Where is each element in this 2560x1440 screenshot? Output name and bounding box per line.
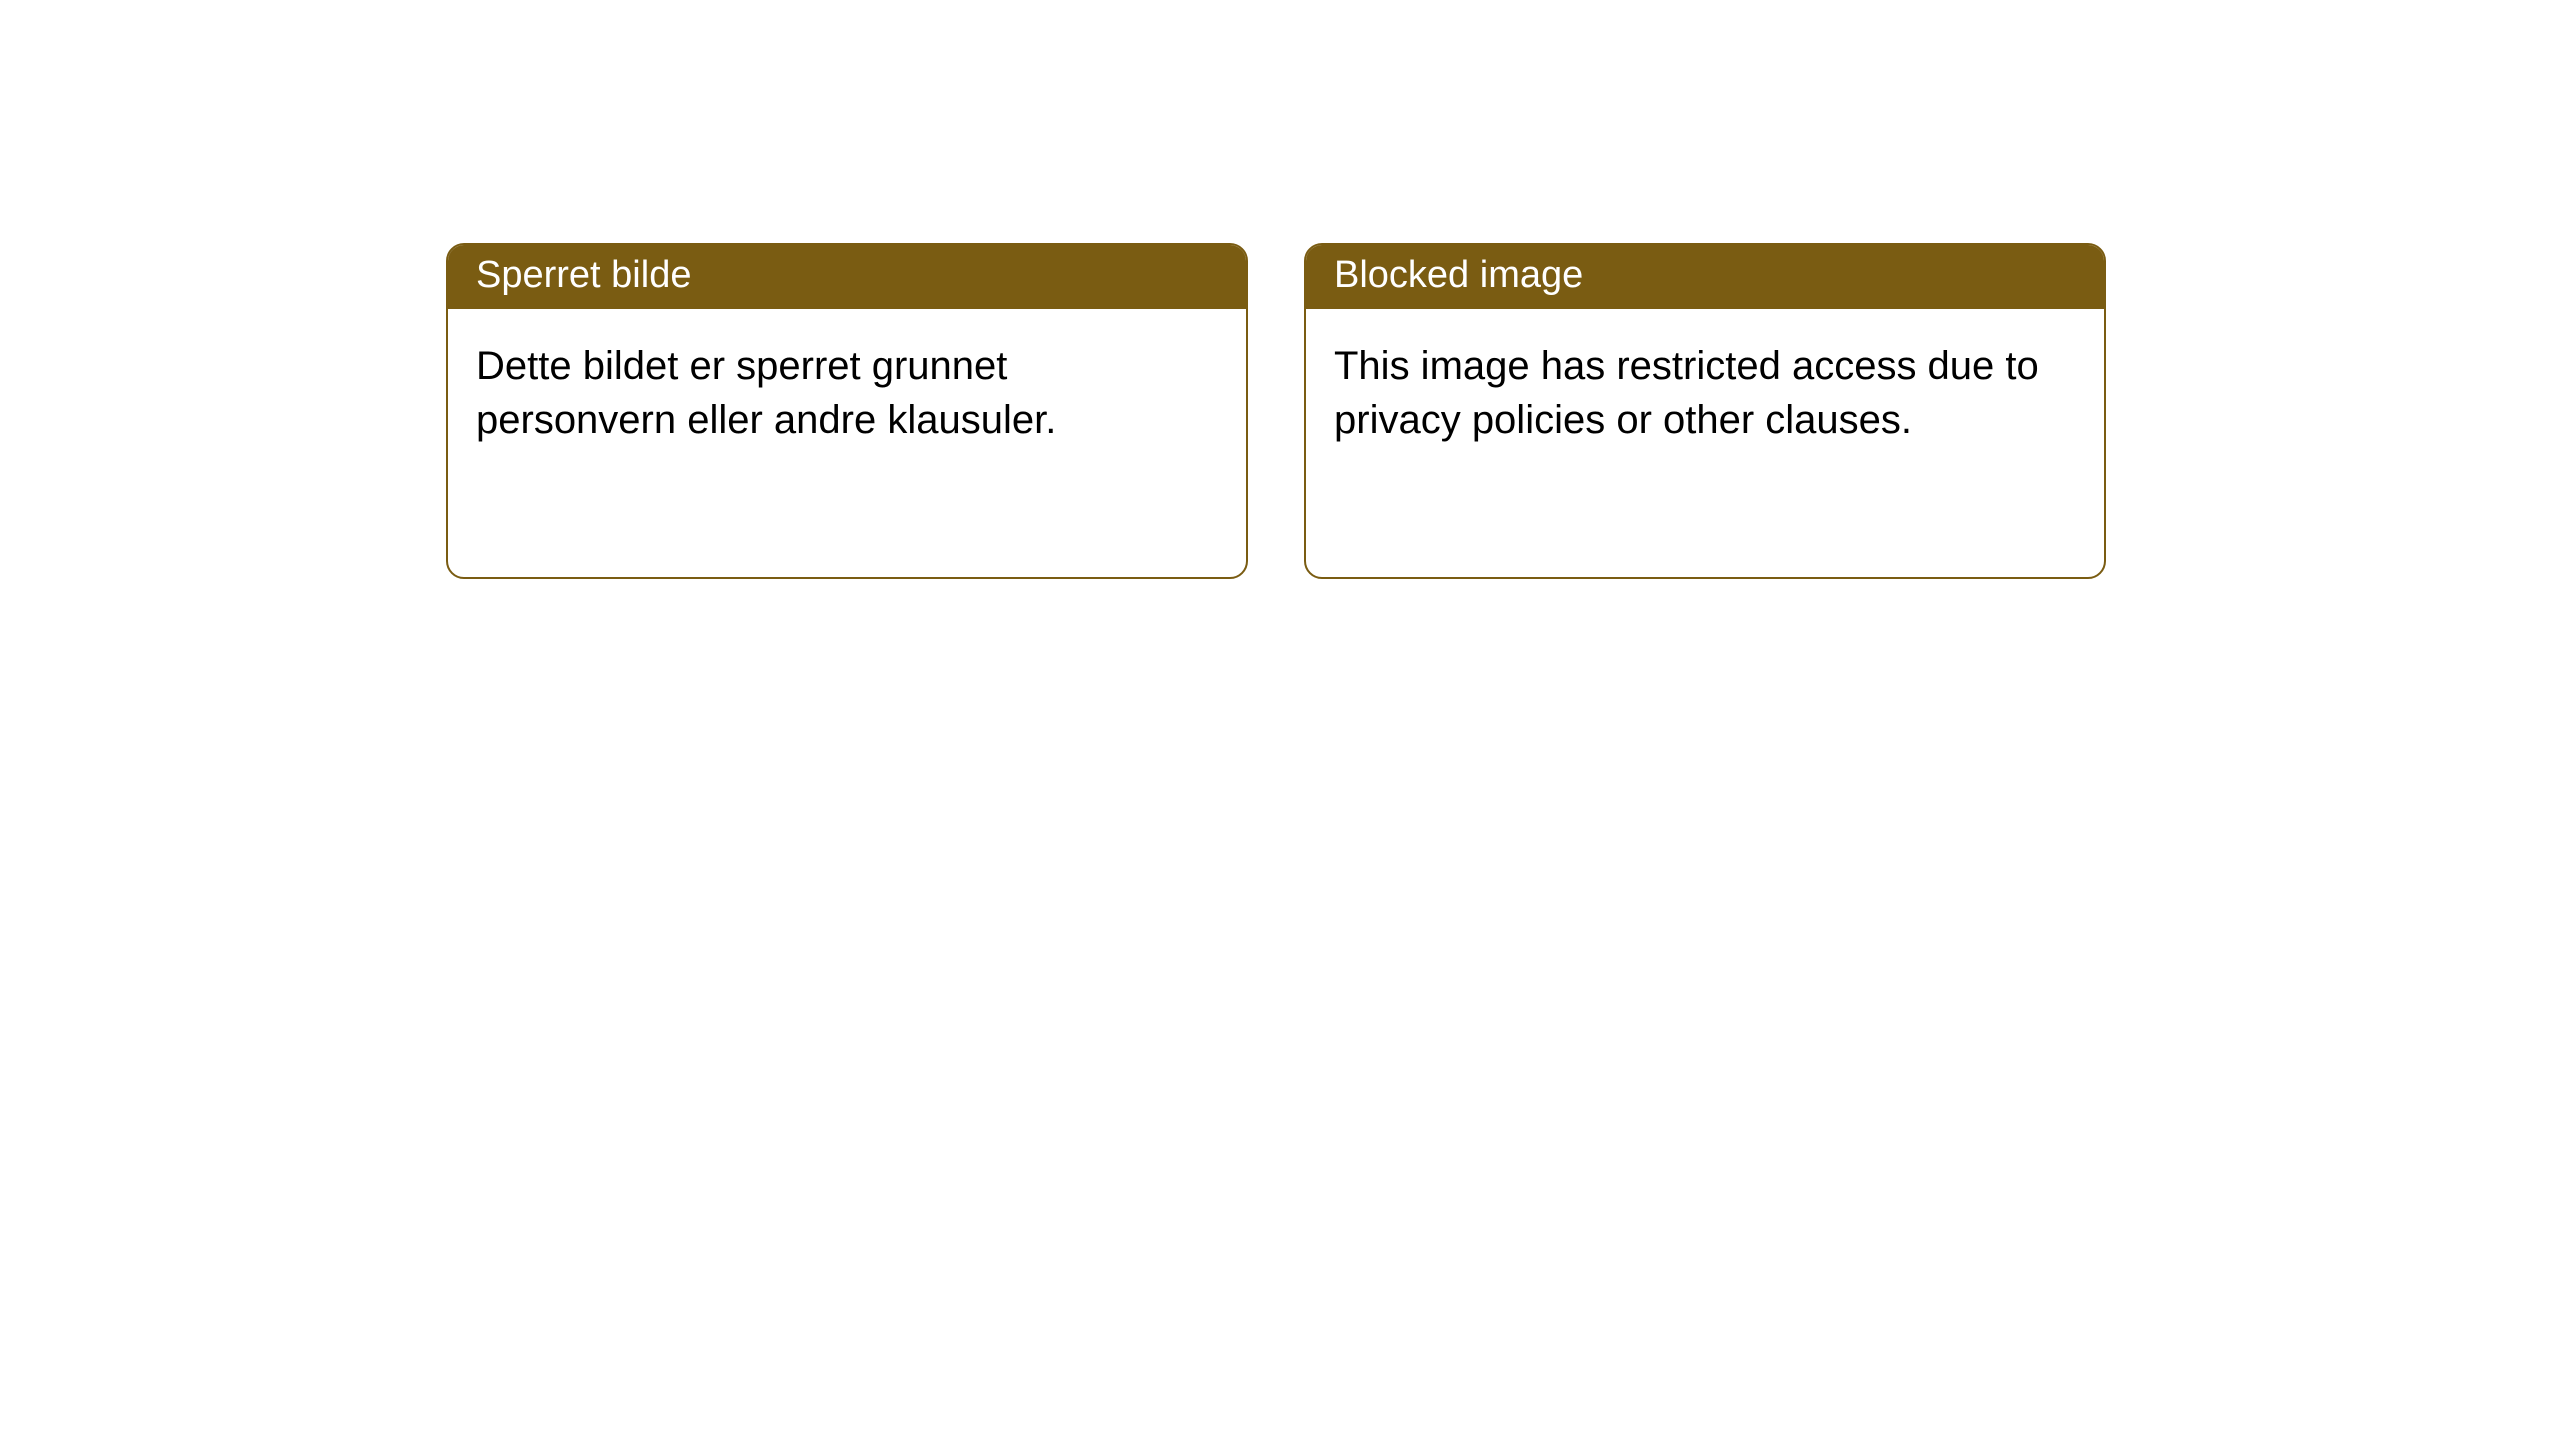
notice-header-no: Sperret bilde [448, 245, 1246, 309]
notice-card-no: Sperret bilde Dette bildet er sperret gr… [446, 243, 1248, 579]
notice-body-en: This image has restricted access due to … [1306, 309, 2104, 577]
notice-header-en: Blocked image [1306, 245, 2104, 309]
notice-card-en: Blocked image This image has restricted … [1304, 243, 2106, 579]
notice-body-no: Dette bildet er sperret grunnet personve… [448, 309, 1246, 577]
notice-container: Sperret bilde Dette bildet er sperret gr… [446, 243, 2106, 579]
